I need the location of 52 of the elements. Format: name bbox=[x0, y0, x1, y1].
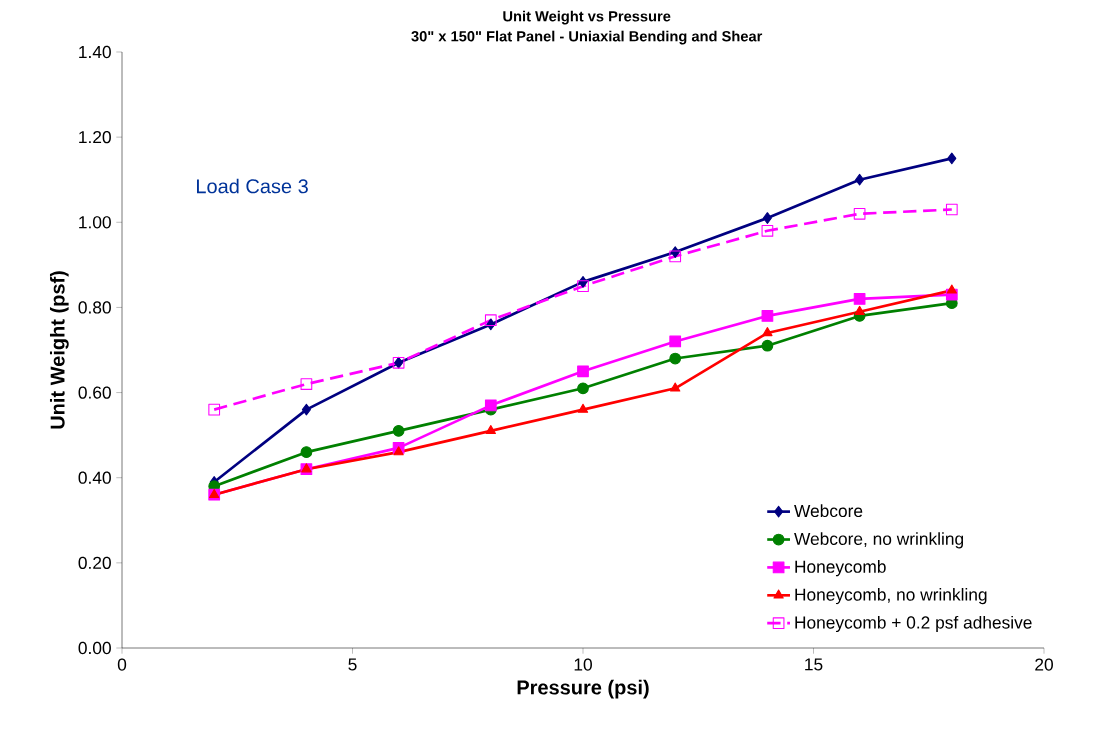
point bbox=[945, 203, 958, 216]
point bbox=[669, 250, 682, 263]
y-axis-title: Unit Weight (psf) bbox=[49, 271, 69, 429]
legend-label: Webcore bbox=[794, 504, 863, 518]
x-tick-label: 20 bbox=[1035, 658, 1053, 671]
x-tick-label: 0 bbox=[117, 658, 127, 671]
y-tick-label: 0.00 bbox=[78, 641, 111, 655]
point bbox=[762, 327, 773, 337]
point bbox=[761, 339, 774, 352]
point bbox=[301, 403, 311, 416]
point bbox=[669, 352, 682, 365]
point bbox=[300, 378, 313, 390]
point bbox=[855, 173, 865, 186]
point bbox=[484, 314, 497, 327]
annotation: Load Case 3 bbox=[197, 178, 308, 194]
point bbox=[484, 399, 497, 412]
y-tick-label: 0.60 bbox=[78, 386, 111, 399]
point bbox=[669, 335, 682, 348]
point bbox=[670, 382, 681, 392]
x-tick-label: 15 bbox=[805, 658, 823, 671]
y-tick-label: 1.00 bbox=[79, 216, 111, 229]
x-axis-title: Pressure (psi) bbox=[517, 679, 649, 699]
point bbox=[300, 446, 313, 459]
point bbox=[762, 212, 772, 224]
point bbox=[761, 224, 774, 237]
y-tick-label: 0.80 bbox=[78, 301, 111, 314]
y-tick-label: 1.20 bbox=[79, 130, 111, 144]
point bbox=[853, 293, 866, 305]
point bbox=[577, 280, 589, 293]
chart-subtitle: 30" x 150" Flat Panel - Uniaxial Bending and Shear bbox=[411, 30, 763, 45]
x-tick-label: 10 bbox=[574, 658, 592, 671]
y-tick-label: 1.40 bbox=[79, 45, 111, 59]
point bbox=[853, 207, 866, 220]
point bbox=[577, 382, 589, 395]
point bbox=[854, 305, 865, 315]
point bbox=[485, 425, 496, 435]
chart-title: Unit Weight vs Pressure bbox=[503, 10, 671, 25]
legend-label: Honeycomb, no wrinkling bbox=[795, 588, 987, 605]
x-tick-label: 5 bbox=[348, 658, 357, 671]
y-tick-label: 0.20 bbox=[78, 556, 111, 569]
y-tick-label: 0.40 bbox=[78, 471, 111, 484]
point bbox=[392, 425, 405, 437]
legend-label: Honeycomb bbox=[795, 560, 886, 577]
point bbox=[946, 284, 957, 294]
point bbox=[393, 446, 404, 456]
point bbox=[761, 310, 774, 322]
legend-label: Webcore, no wrinkling bbox=[794, 532, 964, 549]
point bbox=[577, 365, 589, 378]
point bbox=[577, 403, 589, 413]
legend-label: Honeycomb + 0.2 psf adhesive bbox=[795, 615, 1032, 633]
point bbox=[208, 403, 221, 416]
point bbox=[947, 152, 957, 165]
